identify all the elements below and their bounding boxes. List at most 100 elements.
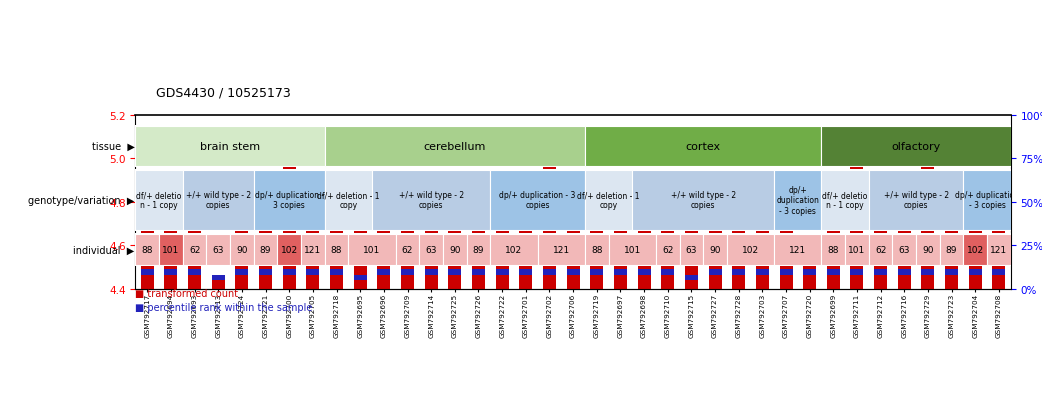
Bar [826,270,840,275]
Text: 63: 63 [425,245,437,254]
Text: 89: 89 [473,245,485,254]
Bar [992,198,1006,289]
Bar [821,171,869,230]
Text: df/+ deletion - 1
copy: df/+ deletion - 1 copy [577,191,640,210]
Bar [845,234,869,266]
Text: +/+ wild type - 2
copies: +/+ wild type - 2 copies [671,191,736,210]
Bar [869,171,964,230]
Bar [401,206,414,289]
Bar [585,171,632,230]
Bar [141,270,154,275]
Bar [189,270,201,275]
Text: tissue  ▶: tissue ▶ [92,142,134,152]
Bar [491,171,585,230]
Bar [377,270,391,275]
Bar [182,234,206,266]
Bar [259,270,272,275]
Bar [135,171,182,230]
Bar [330,270,343,275]
Bar [614,270,627,275]
Bar [519,270,532,275]
Bar [774,171,821,230]
Bar [306,218,320,289]
Text: dp/+
duplication
- 3 copies: dp/+ duplication - 3 copies [776,185,819,215]
Bar [425,212,438,289]
Bar [330,204,343,289]
Text: 90: 90 [710,245,721,254]
Bar [259,210,272,289]
Bar [662,270,674,275]
Bar [159,234,182,266]
Bar [821,234,845,266]
Bar [733,270,745,275]
Bar [182,171,254,230]
Bar [803,237,816,289]
Bar [662,209,674,289]
Text: 90: 90 [449,245,461,254]
Bar [301,234,325,266]
Text: 90: 90 [237,245,248,254]
Text: 88: 88 [591,245,602,254]
Bar [969,270,982,275]
Text: +/+ wild type - 2
copies: +/+ wild type - 2 copies [185,191,251,210]
Text: 102: 102 [280,245,298,254]
Bar [372,171,491,230]
Text: df/+ deletio
n - 1 copy: df/+ deletio n - 1 copy [822,191,868,210]
Text: 63: 63 [213,245,224,254]
Bar [491,234,538,266]
Text: 88: 88 [827,245,839,254]
Bar [396,234,419,266]
Bar [567,200,579,289]
Bar [254,171,325,230]
Text: olfactory: olfactory [892,142,941,152]
Bar [543,270,556,275]
Bar [655,234,679,266]
Bar [703,234,727,266]
Bar [206,234,230,266]
Bar [567,270,579,275]
Bar [325,127,585,166]
Bar [590,270,603,275]
Text: 101: 101 [848,245,866,254]
Bar [353,275,367,280]
Bar [685,221,698,289]
Bar [585,127,821,166]
Bar [850,166,864,289]
Bar [964,171,1011,230]
Bar [590,204,603,289]
Bar [325,171,372,230]
Bar [755,183,769,289]
Bar [733,194,745,289]
Bar [727,234,774,266]
Bar [496,218,508,289]
Bar [614,212,627,289]
Text: 121: 121 [789,245,807,254]
Text: ■ percentile rank within the sample: ■ percentile rank within the sample [135,303,313,313]
Bar [496,270,508,275]
Bar [898,270,911,275]
Bar [230,234,254,266]
Text: 121: 121 [990,245,1008,254]
Bar [135,234,159,266]
Text: 62: 62 [402,245,414,254]
Text: cerebellum: cerebellum [424,142,486,152]
Bar [401,270,414,275]
Text: +/+ wild type - 2
copies: +/+ wild type - 2 copies [399,191,464,210]
Bar [869,234,892,266]
Bar [165,270,177,275]
Text: df/+ deletion - 1
copy: df/+ deletion - 1 copy [317,191,379,210]
Bar [472,213,485,289]
Bar [212,275,225,280]
Bar [443,234,467,266]
Bar [709,190,721,289]
Bar [306,270,320,275]
Bar [892,234,916,266]
Bar [685,275,698,280]
Bar [755,270,769,275]
Bar [519,210,532,289]
Text: +/+ wild type - 2
copies: +/+ wild type - 2 copies [884,191,948,210]
Bar [850,270,864,275]
Text: 62: 62 [189,245,200,254]
Bar [916,234,940,266]
Bar [348,234,396,266]
